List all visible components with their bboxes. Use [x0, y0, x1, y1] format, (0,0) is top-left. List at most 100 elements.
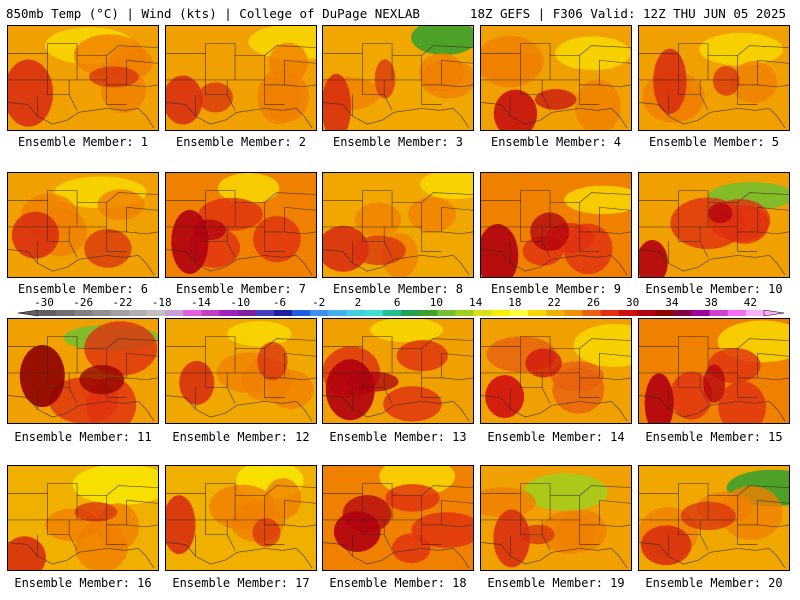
- warm-region: [391, 533, 431, 564]
- warm-region: [73, 34, 145, 77]
- ensemble-map-panel: [638, 465, 790, 571]
- colorbar-segment: [546, 310, 565, 316]
- colorbar-segment: [38, 310, 57, 316]
- hot-region: [708, 202, 733, 224]
- colorbar-segment: [691, 310, 710, 316]
- warm-region: [411, 512, 473, 548]
- ensemble-map-panel: [638, 25, 790, 131]
- cool-region: [370, 319, 443, 342]
- state-boundaries: [166, 43, 316, 129]
- ensemble-map-panel: [7, 318, 159, 424]
- colorbar-tick-label: -14: [191, 296, 211, 309]
- colorbar-tick-label: 22: [548, 296, 561, 309]
- hot-region: [712, 65, 740, 96]
- warm-region: [257, 69, 302, 125]
- ensemble-member-label: Ensemble Member: 10: [645, 282, 783, 296]
- colorbar-tick-label: -26: [73, 296, 93, 309]
- colorbar-segment: [473, 310, 493, 316]
- state-boundaries: [323, 483, 473, 569]
- ensemble-member-label: Ensemble Member: 2: [175, 135, 307, 149]
- colorbar-segment: [528, 310, 547, 316]
- colorbar-tick-label: 10: [430, 296, 443, 309]
- colorbar-tick-label: 42: [744, 296, 757, 309]
- colorbar-tick-label: -2: [312, 296, 325, 309]
- ensemble-map-panel: [322, 25, 474, 131]
- colorbar-segment: [346, 310, 365, 316]
- hot-region: [352, 235, 406, 266]
- state-boundaries: [639, 336, 789, 422]
- colorbar-segment: [328, 310, 347, 316]
- colorbar-high-arrow: [763, 309, 785, 317]
- state-boundaries: [639, 43, 789, 129]
- colorbar-tick-label: 14: [469, 296, 483, 309]
- colorbar-tick-label: 2: [355, 296, 362, 309]
- warm-region: [481, 35, 544, 88]
- state-boundaries: [481, 336, 631, 422]
- hot-region: [342, 495, 392, 533]
- ensemble-map-panel: [7, 465, 159, 571]
- warm-region: [253, 215, 301, 263]
- ensemble-map-panel: [7, 25, 159, 131]
- colorbar-tick-label: -10: [230, 296, 250, 309]
- state-boundaries: [8, 190, 158, 276]
- colorbar-segment: [437, 310, 456, 316]
- warm-region: [574, 79, 621, 130]
- warm-region: [730, 61, 778, 104]
- warm-region: [552, 366, 605, 414]
- hot-region: [11, 211, 59, 259]
- state-boundaries: [8, 43, 158, 129]
- cool-region: [411, 26, 473, 56]
- hot-region: [19, 344, 65, 408]
- colorbar-segment: [655, 310, 674, 316]
- colorbar-segment: [146, 310, 166, 316]
- colorbar-segment: [364, 310, 384, 316]
- warm-region: [383, 386, 442, 422]
- ensemble-map-panel: [7, 172, 159, 278]
- cool-region: [218, 173, 280, 204]
- state-boundaries: [8, 483, 158, 569]
- colorbar-segment: [564, 310, 583, 316]
- colorbar-tick-label: 6: [394, 296, 401, 309]
- cool-region: [555, 36, 631, 71]
- hot-region: [8, 536, 47, 570]
- ensemble-map-panel: [480, 318, 632, 424]
- state-boundaries: [323, 43, 473, 129]
- state-boundaries: [8, 336, 158, 422]
- ensemble-member-label: Ensemble Member: 12: [172, 430, 310, 444]
- colorbar-segment: [292, 310, 311, 316]
- hot-region: [493, 509, 531, 568]
- cool-region: [573, 323, 631, 367]
- colorbar-tick-label: 26: [587, 296, 600, 309]
- ensemble-member-label: Ensemble Member: 18: [329, 576, 467, 590]
- colorbar-segment: [255, 310, 275, 316]
- colorbar-segment: [310, 310, 329, 316]
- warm-region: [97, 189, 145, 221]
- ensemble-map-panel: [480, 172, 632, 278]
- hot-region: [530, 212, 570, 252]
- ensemble-member-label: Ensemble Member: 3: [332, 135, 464, 149]
- ensemble-member-label: Ensemble Member: 19: [487, 576, 625, 590]
- colorbar-tick-label: 18: [508, 296, 521, 309]
- ensemble-member-label: Ensemble Member: 8: [332, 282, 464, 296]
- warm-region: [354, 202, 402, 238]
- hot-region: [640, 525, 692, 566]
- ensemble-member-label: Ensemble Member: 17: [172, 576, 310, 590]
- ensemble-member-label: Ensemble Member: 4: [490, 135, 622, 149]
- hot-region: [347, 371, 399, 392]
- state-boundaries: [166, 483, 316, 569]
- colorbar-segment: [491, 310, 511, 316]
- ensemble-member-label: Ensemble Member: 13: [329, 430, 467, 444]
- warm-region: [407, 197, 457, 232]
- colorbar-segment: [128, 310, 148, 316]
- ensemble-map-panel: [638, 172, 790, 278]
- hot-region: [653, 48, 687, 114]
- warm-region: [555, 509, 607, 552]
- hot-region: [525, 348, 562, 378]
- colorbar-segment: [618, 310, 638, 316]
- colorbar-tick-label: -6: [273, 296, 286, 309]
- colorbar-segment: [745, 310, 765, 316]
- state-boundaries: [639, 483, 789, 569]
- ensemble-member-label: Ensemble Member: 6: [17, 282, 149, 296]
- warm-region: [209, 484, 276, 530]
- colorbar-tick-label: -18: [152, 296, 172, 309]
